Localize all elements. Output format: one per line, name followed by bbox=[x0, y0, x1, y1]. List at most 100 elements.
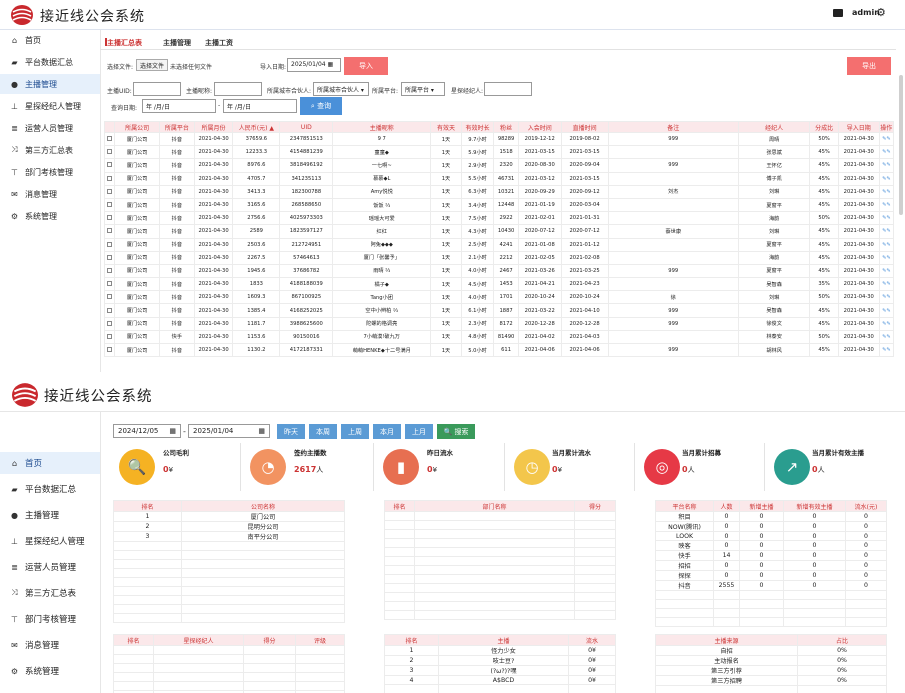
row-checkbox[interactable] bbox=[107, 215, 113, 221]
sidebar-item-2[interactable]: ● 主播管理 bbox=[0, 74, 100, 94]
sidebar-item-3[interactable]: ⊥ 星探经纪人管理 bbox=[0, 96, 100, 116]
last-month-button[interactable]: 上月 bbox=[405, 424, 433, 439]
edit-action-icon[interactable]: ✎✎ bbox=[878, 250, 895, 265]
row-checkbox[interactable] bbox=[107, 307, 113, 313]
sidebar-item-0[interactable]: ⌂ 首页 bbox=[0, 452, 100, 474]
sidebar-item-8[interactable]: ⚙ 系统管理 bbox=[0, 206, 100, 226]
edit-action-icon[interactable]: ✎✎ bbox=[878, 224, 895, 239]
sidebar-item-4[interactable]: ≣ 运营人员管理 bbox=[0, 556, 100, 578]
row-checkbox-cell[interactable] bbox=[103, 158, 116, 173]
user-name[interactable]: admin bbox=[852, 8, 880, 17]
sort-asc-icon[interactable]: ▲ bbox=[267, 124, 274, 132]
import-date-input[interactable]: 2025/01/04 ▦ bbox=[287, 58, 341, 72]
sidebar-item-2[interactable]: ● 主播管理 bbox=[0, 504, 100, 526]
column-header[interactable]: 操作 bbox=[878, 121, 895, 133]
row-checkbox-cell[interactable] bbox=[103, 329, 116, 345]
query-button[interactable]: ⌕ 查询 bbox=[300, 97, 342, 115]
column-header[interactable]: 入会时间 bbox=[517, 121, 562, 133]
platform-select[interactable]: 所属平台 ▾ bbox=[401, 82, 445, 96]
row-checkbox-cell[interactable] bbox=[103, 145, 116, 160]
edit-action-icon[interactable]: ✎✎ bbox=[878, 211, 895, 226]
edit-action-icon[interactable]: ✎✎ bbox=[878, 263, 895, 279]
edit-action-icon[interactable]: ✎✎ bbox=[878, 290, 895, 305]
edit-action-icon[interactable]: ✎✎ bbox=[878, 184, 895, 199]
sidebar-item-1[interactable]: ▰ 平台数据汇总 bbox=[0, 52, 100, 72]
column-header[interactable]: 直播时间 bbox=[560, 121, 609, 133]
sidebar-item-3[interactable]: ⊥ 星探经纪人管理 bbox=[0, 530, 100, 552]
row-checkbox-cell[interactable] bbox=[103, 316, 116, 331]
row-checkbox-cell[interactable] bbox=[103, 277, 116, 292]
row-checkbox[interactable] bbox=[107, 281, 113, 287]
row-checkbox[interactable] bbox=[107, 241, 113, 247]
row-checkbox[interactable] bbox=[107, 228, 113, 234]
row-checkbox-cell[interactable] bbox=[103, 211, 116, 226]
edit-action-icon[interactable]: ✎✎ bbox=[878, 158, 895, 173]
select-all-cell[interactable] bbox=[103, 121, 116, 133]
sidebar-item-6[interactable]: ⊤ 部门考核管理 bbox=[0, 608, 100, 630]
row-checkbox[interactable] bbox=[107, 333, 113, 339]
settings-gear-icon[interactable]: ⚙ bbox=[876, 6, 886, 19]
row-checkbox[interactable] bbox=[107, 254, 113, 260]
choose-file-button[interactable]: 选择文件 bbox=[136, 59, 168, 71]
row-checkbox[interactable] bbox=[107, 294, 113, 300]
column-header[interactable]: 有效时长 bbox=[460, 121, 495, 133]
row-checkbox-cell[interactable] bbox=[103, 171, 116, 186]
column-header[interactable]: UID bbox=[279, 121, 334, 133]
row-checkbox[interactable] bbox=[107, 175, 113, 181]
edit-action-icon[interactable]: ✎✎ bbox=[878, 316, 895, 331]
partner-select[interactable]: 所属城市合伙人 ▾ bbox=[313, 82, 369, 96]
column-header[interactable]: 经纪人 bbox=[737, 121, 811, 133]
column-header[interactable]: 有效天 bbox=[430, 121, 462, 133]
row-checkbox[interactable] bbox=[107, 320, 113, 326]
sidebar-item-6[interactable]: ⊤ 部门考核管理 bbox=[0, 162, 100, 182]
row-checkbox-cell[interactable] bbox=[103, 224, 116, 239]
last-week-button[interactable]: 上周 bbox=[341, 424, 369, 439]
tab-anchor-salary[interactable]: 主播工资 bbox=[205, 39, 233, 47]
this-month-button[interactable]: 本月 bbox=[373, 424, 401, 439]
row-checkbox-cell[interactable] bbox=[103, 131, 116, 147]
column-header[interactable]: 所属月份 bbox=[193, 121, 234, 133]
row-checkbox[interactable] bbox=[107, 188, 113, 194]
this-week-button[interactable]: 本周 bbox=[309, 424, 337, 439]
edit-action-icon[interactable]: ✎✎ bbox=[878, 342, 895, 358]
column-header[interactable]: 人民币(元) ▲ bbox=[232, 121, 281, 133]
sidebar-item-8[interactable]: ⚙ 系统管理 bbox=[0, 660, 100, 682]
home-date-from[interactable]: 2024/12/05 ▦ bbox=[113, 424, 181, 438]
agent-input[interactable] bbox=[484, 82, 532, 96]
row-checkbox[interactable] bbox=[107, 202, 113, 208]
column-header[interactable]: 分成比 bbox=[809, 121, 839, 133]
edit-action-icon[interactable]: ✎✎ bbox=[878, 329, 895, 345]
edit-action-icon[interactable]: ✎✎ bbox=[878, 237, 895, 252]
edit-action-icon[interactable]: ✎✎ bbox=[878, 145, 895, 160]
column-header[interactable]: 备注 bbox=[607, 121, 739, 133]
sidebar-item-1[interactable]: ▰ 平台数据汇总 bbox=[0, 478, 100, 500]
row-checkbox-cell[interactable] bbox=[103, 263, 116, 279]
home-date-to[interactable]: 2025/01/04 ▦ bbox=[188, 424, 270, 438]
sidebar-item-7[interactable]: ✉ 消息管理 bbox=[0, 184, 100, 204]
sidebar-item-0[interactable]: ⌂ 首页 bbox=[0, 30, 100, 50]
tab-anchor-summary[interactable]: 主播汇总表 bbox=[107, 39, 142, 47]
column-header[interactable]: 主播昵称 bbox=[332, 121, 432, 133]
row-checkbox-cell[interactable] bbox=[103, 237, 116, 252]
tab-anchor-management[interactable]: 主播管理 bbox=[163, 39, 191, 47]
row-checkbox-cell[interactable] bbox=[103, 290, 116, 305]
edit-action-icon[interactable]: ✎✎ bbox=[878, 171, 895, 186]
page-scrollbar[interactable] bbox=[899, 75, 903, 215]
column-header[interactable]: 所属平台 bbox=[159, 121, 195, 133]
sidebar-item-5[interactable]: ⤨ 第三方汇总表 bbox=[0, 140, 100, 160]
row-checkbox-cell[interactable] bbox=[103, 342, 116, 358]
row-checkbox-cell[interactable] bbox=[103, 303, 116, 318]
row-checkbox[interactable] bbox=[107, 347, 113, 353]
row-checkbox[interactable] bbox=[107, 267, 113, 273]
row-checkbox-cell[interactable] bbox=[103, 184, 116, 199]
sidebar-item-5[interactable]: ⤨ 第三方汇总表 bbox=[0, 582, 100, 604]
row-checkbox[interactable] bbox=[107, 162, 113, 168]
row-checkbox[interactable] bbox=[107, 149, 113, 155]
export-button[interactable]: 导出 bbox=[847, 57, 891, 75]
edit-action-icon[interactable]: ✎✎ bbox=[878, 197, 895, 213]
edit-action-icon[interactable]: ✎✎ bbox=[878, 303, 895, 318]
column-header[interactable]: 所属公司 bbox=[114, 121, 161, 133]
date-to-input[interactable]: 年 /月/日 bbox=[223, 99, 297, 113]
import-button[interactable]: 导入 bbox=[344, 57, 388, 75]
search-button[interactable]: 🔍 搜索 bbox=[437, 424, 475, 439]
